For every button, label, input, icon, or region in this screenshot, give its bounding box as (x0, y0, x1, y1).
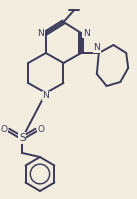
Text: N: N (42, 92, 49, 100)
Text: O: O (0, 126, 7, 135)
Text: O: O (37, 126, 44, 135)
Text: N: N (38, 28, 44, 37)
Text: N: N (93, 44, 100, 53)
Text: N: N (83, 28, 89, 37)
Text: S: S (19, 133, 26, 143)
